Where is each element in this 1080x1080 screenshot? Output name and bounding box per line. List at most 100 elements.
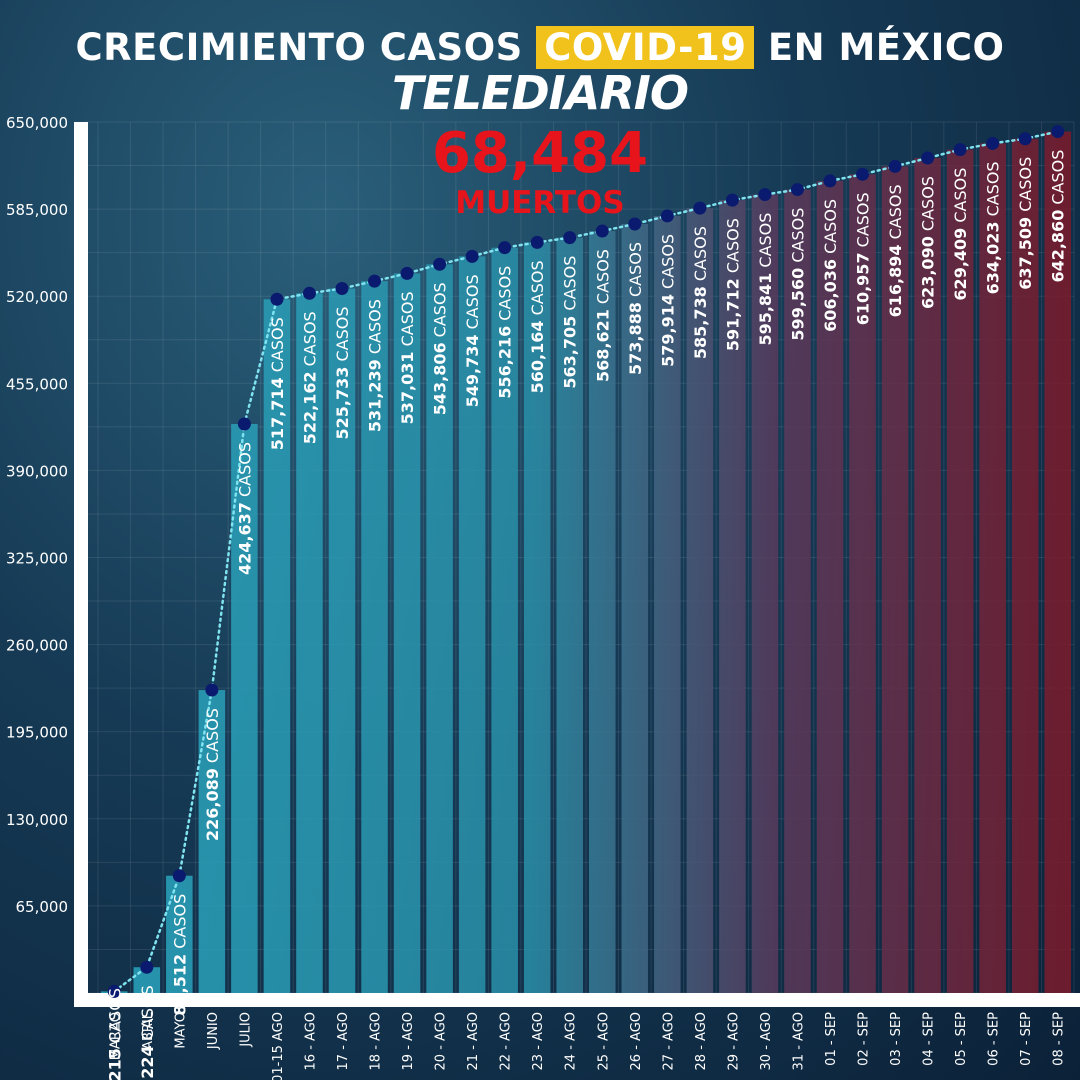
bar-label: 522,162 CASOS [300, 311, 319, 444]
bar-label-value: 599,560 [788, 268, 807, 341]
y-tick-label: 390,000 [6, 462, 68, 480]
x-tick-label: JUNIO [206, 1012, 221, 1050]
bar [231, 423, 258, 993]
data-point [693, 201, 707, 215]
bar-label-value: 522,162 [300, 371, 319, 444]
bar [523, 242, 551, 993]
bar-label-suffix: CASOS [268, 317, 287, 377]
data-points [107, 125, 1065, 998]
data-point [368, 274, 382, 288]
data-point [921, 151, 935, 165]
bar-label: 634,023 CASOS [984, 161, 1003, 294]
bar-label-value: 537,031 [398, 351, 417, 424]
bar-label: 610,957 CASOS [854, 192, 873, 325]
x-tick-label: ABRIL [141, 1011, 156, 1050]
bar [426, 264, 453, 994]
data-point [465, 249, 479, 263]
data-point [237, 417, 251, 431]
x-tick-label: 07 - SEP [1019, 1012, 1034, 1066]
x-tick-label: JULIO [238, 1012, 253, 1048]
data-point [205, 683, 219, 697]
bars [101, 131, 1071, 994]
x-tick-label: 22 - AGO [499, 1012, 514, 1070]
data-point [823, 174, 837, 188]
x-tick-label: 25 - AGO [596, 1012, 611, 1070]
bar [589, 231, 616, 994]
x-tick-label: 28 - AGO [694, 1012, 709, 1070]
data-point [790, 183, 804, 197]
bar-label: 537,031 CASOS [398, 291, 417, 424]
data-point [498, 241, 512, 255]
bar-label: 599,560 CASOS [788, 208, 807, 341]
data-point [888, 159, 902, 173]
x-tick-label: 18 - AGO [369, 1012, 384, 1070]
bar-label-value: 606,036 [821, 259, 840, 332]
bar-label-value: 579,914 [658, 294, 677, 367]
data-point [270, 292, 284, 306]
bar-label: 642,860 CASOS [1049, 150, 1068, 283]
bar-label: 87,512 CASOS [170, 894, 189, 1016]
bar [1011, 138, 1039, 994]
x-tick-label: 01 - SEP [824, 1012, 839, 1066]
bar [621, 223, 649, 993]
bar-label-value: 637,509 [1016, 217, 1035, 290]
bar-label-suffix: CASOS [593, 249, 612, 309]
x-tick-labels: MARZO ABRIL MAYO JUNIO JULIO 01-15 AGO 16 - AG… [108, 1011, 1066, 1080]
bar-label-suffix: CASOS [919, 176, 938, 236]
bar [784, 189, 811, 993]
data-point [660, 209, 674, 223]
bar-label-suffix: CASOS [235, 442, 254, 502]
bar-label: 573,888 CASOS [626, 242, 645, 375]
y-tick-label: 520,000 [6, 288, 68, 306]
bar-label-value: 549,734 [463, 334, 482, 407]
title-part1: CRECIMIENTO CASOS [75, 26, 523, 69]
bar-label: 556,216 CASOS [496, 266, 515, 399]
x-tick-label: 27 - AGO [661, 1012, 676, 1070]
data-point [758, 188, 772, 202]
x-tick-label: 26 - AGO [629, 1012, 644, 1070]
bar [946, 149, 974, 994]
bar-label-value: 616,894 [886, 244, 905, 317]
data-point [986, 136, 1000, 150]
bar-label-suffix: CASOS [398, 291, 417, 351]
bar-label-suffix: CASOS [821, 199, 840, 259]
bar-label-suffix: CASOS [1049, 150, 1068, 210]
bar [719, 200, 746, 993]
bar [881, 166, 909, 993]
bar [686, 208, 714, 993]
bar [751, 194, 779, 993]
bar-label-value: 531,239 [366, 359, 385, 432]
data-point [335, 282, 349, 296]
bar-label-suffix: CASOS [658, 234, 677, 294]
x-tick-label: 05 - SEP [954, 1012, 969, 1066]
bar-label-suffix: CASOS [886, 184, 905, 244]
bar [166, 875, 193, 993]
data-point [725, 193, 739, 207]
data-point [1018, 132, 1032, 146]
bar-label-suffix: CASOS [1016, 157, 1035, 217]
x-tick-label: 03 - SEP [889, 1012, 904, 1066]
bar [556, 237, 583, 993]
bar-label-value: 610,957 [854, 252, 873, 325]
x-tick-label: 02 - SEP [857, 1012, 872, 1066]
bar-label-value: 568,621 [593, 309, 612, 382]
bar-label: 424,637 CASOS [235, 442, 254, 575]
x-tick-label: MARZO [108, 1012, 123, 1060]
data-point [107, 984, 121, 998]
brand-logo: TELEDIARIO [391, 66, 689, 120]
bar-label-suffix: CASOS [723, 218, 742, 278]
bar [491, 247, 518, 994]
bar-label-suffix: CASOS [854, 192, 873, 252]
data-point [400, 266, 414, 280]
bar-label: 517,714 CASOS [268, 317, 287, 450]
x-tick-label: 01-15 AGO [271, 1012, 286, 1080]
bar-label-value: 560,164 [528, 320, 547, 393]
bar-label-value: 629,409 [951, 228, 970, 301]
bar-label: 525,733 CASOS [333, 307, 352, 440]
bar-label-suffix: CASOS [300, 311, 319, 371]
y-tick-label: 65,000 [16, 898, 69, 916]
axes [74, 122, 1080, 1007]
bar-label-value: 525,733 [333, 367, 352, 440]
bar-label-suffix: CASOS [984, 161, 1003, 221]
bar-label-value: 543,806 [431, 342, 450, 415]
